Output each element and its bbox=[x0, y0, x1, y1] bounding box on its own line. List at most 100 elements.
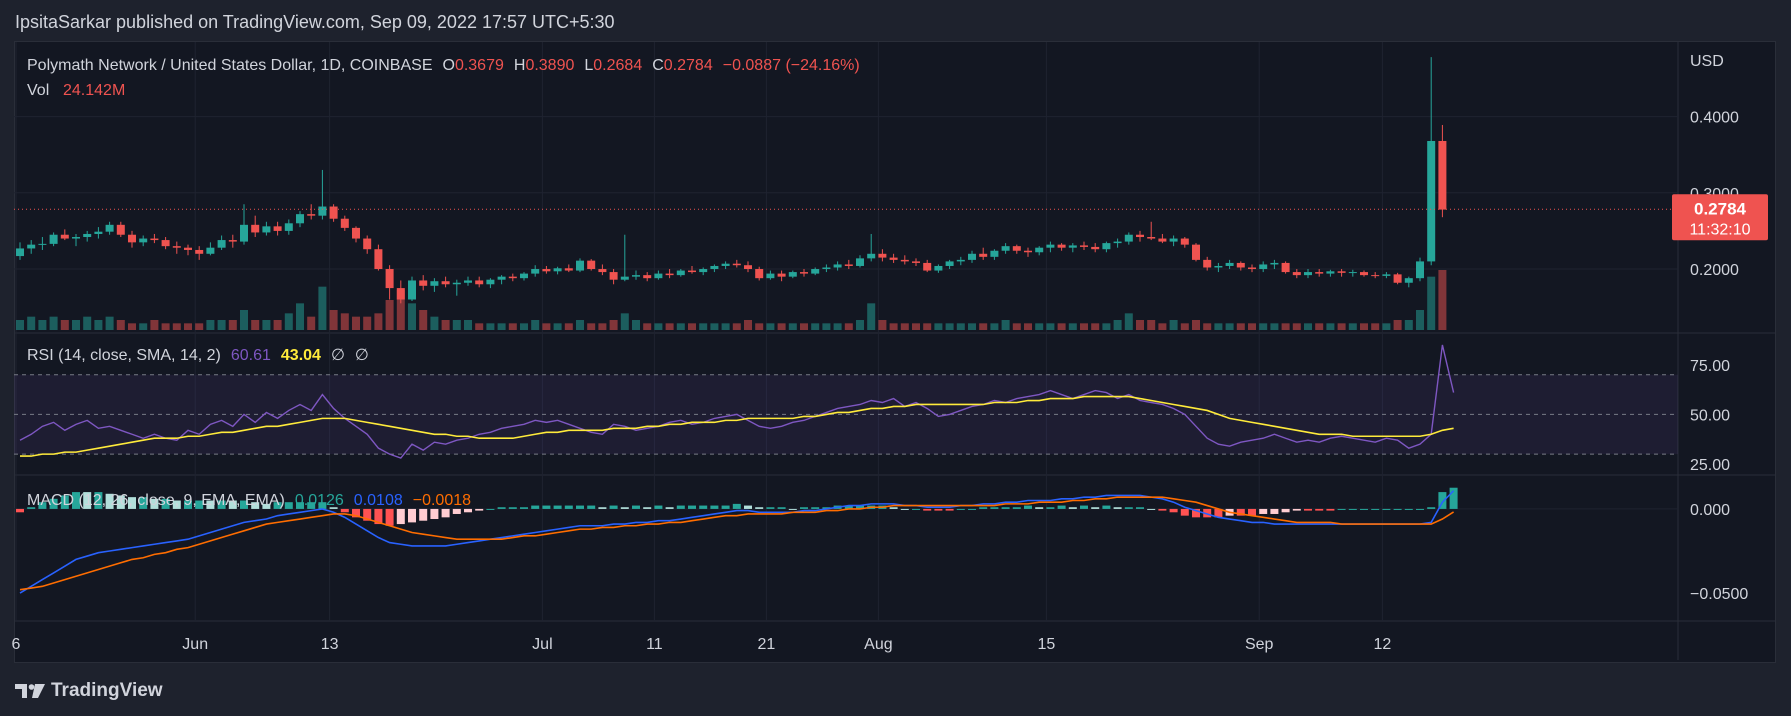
macd-histogram-bar bbox=[732, 503, 741, 509]
volume-bar bbox=[520, 323, 528, 330]
volume-bar bbox=[374, 313, 383, 330]
macd-histogram-bar bbox=[1024, 505, 1032, 509]
volume-bar bbox=[452, 320, 461, 330]
candle-body bbox=[676, 270, 685, 276]
candle-body bbox=[1438, 140, 1447, 210]
candle-body bbox=[732, 263, 741, 266]
ohlc-key: O bbox=[442, 57, 454, 74]
volume-bar bbox=[856, 320, 864, 330]
macd-title: MACD (12, 26, close, 9, EMA, EMA) bbox=[27, 492, 285, 509]
candle-body bbox=[1315, 272, 1324, 274]
volume-bar bbox=[441, 320, 450, 330]
macd-histogram-bar bbox=[676, 505, 685, 509]
macd-histogram-bar bbox=[251, 502, 260, 509]
chart-panel[interactable] bbox=[14, 41, 1776, 663]
macd-histogram-bar bbox=[217, 500, 226, 509]
volume-bar bbox=[184, 323, 192, 330]
candle-body bbox=[1124, 234, 1133, 242]
candle-body bbox=[945, 261, 954, 266]
rsi-value: 60.61 bbox=[231, 347, 271, 364]
macd-histogram-bar bbox=[38, 502, 47, 509]
candle-body bbox=[1304, 272, 1312, 276]
volume-bar bbox=[1080, 323, 1088, 330]
volume-bar bbox=[766, 323, 775, 330]
volume-bar bbox=[396, 290, 405, 330]
macd-histogram-bar bbox=[1259, 508, 1268, 514]
macd-histogram-bar bbox=[1304, 508, 1312, 511]
x-tick-label: Jul bbox=[532, 636, 552, 653]
candle-body bbox=[576, 260, 584, 271]
tradingview-logo[interactable]: TradingView bbox=[15, 680, 163, 702]
candle-body bbox=[329, 206, 338, 219]
volume-bar bbox=[240, 310, 248, 330]
candle-body bbox=[766, 273, 775, 279]
candle-body bbox=[1158, 238, 1167, 242]
macd-histogram-bar bbox=[464, 508, 472, 513]
candle-body bbox=[262, 226, 271, 233]
candle-body bbox=[598, 269, 607, 273]
volume-bar bbox=[1068, 323, 1077, 330]
macd-histogram-bar bbox=[688, 505, 696, 509]
volume-bar bbox=[643, 323, 652, 330]
candle-body bbox=[777, 273, 786, 277]
volume-bar bbox=[352, 316, 360, 330]
macd-histogram-bar bbox=[665, 507, 674, 509]
candle-body bbox=[1169, 238, 1178, 242]
volume-bar bbox=[217, 320, 226, 330]
candle-body bbox=[83, 233, 92, 238]
macd-histogram-bar bbox=[1068, 507, 1077, 509]
candle-body bbox=[699, 269, 708, 273]
macd-histogram-bar bbox=[1438, 492, 1447, 509]
macd-histogram-bar bbox=[184, 500, 192, 509]
candle-body bbox=[16, 248, 24, 257]
macd-histogram-bar bbox=[576, 505, 584, 509]
macd-histogram-bar bbox=[800, 507, 808, 509]
candle-body bbox=[184, 247, 192, 250]
macd-histogram-bar bbox=[1192, 508, 1200, 518]
volume-bar bbox=[307, 316, 316, 330]
volume-bar bbox=[564, 323, 573, 330]
volume-bar bbox=[273, 320, 282, 330]
volume-bar bbox=[105, 316, 114, 330]
candle-body bbox=[1035, 247, 1044, 253]
volume-bar bbox=[609, 320, 618, 330]
candle-body bbox=[408, 280, 416, 300]
candle-body bbox=[1416, 261, 1424, 279]
volume-bar bbox=[777, 323, 786, 330]
volume-bar bbox=[1315, 323, 1324, 330]
macd-value: 0.0108 bbox=[354, 492, 403, 509]
candle-body bbox=[564, 268, 573, 271]
candle-body bbox=[1001, 246, 1010, 251]
volume-bar bbox=[1035, 323, 1044, 330]
volume-value: 24.142M bbox=[63, 82, 125, 99]
volume-bar bbox=[710, 323, 719, 330]
macd-histogram-bar bbox=[329, 507, 338, 509]
volume-bar bbox=[16, 320, 24, 330]
volume-bar bbox=[923, 323, 932, 330]
macd-histogram-bar bbox=[430, 508, 439, 520]
volume-bar bbox=[1203, 323, 1212, 330]
volume-bar bbox=[542, 323, 551, 330]
volume-bar bbox=[800, 323, 808, 330]
volume-bar bbox=[161, 323, 170, 330]
macd-histogram-bar bbox=[654, 505, 663, 509]
candle-body bbox=[1337, 271, 1346, 273]
candle-body bbox=[844, 264, 853, 266]
candle-body bbox=[1136, 234, 1144, 238]
x-tick-label: 13 bbox=[321, 636, 339, 653]
candle-body bbox=[464, 280, 472, 283]
macd-histogram-bar bbox=[27, 507, 36, 509]
volume-bar bbox=[990, 323, 999, 330]
volume-bar bbox=[329, 310, 338, 330]
candle-body bbox=[1147, 237, 1156, 239]
macd-histogram-bar bbox=[1147, 508, 1156, 510]
candle-body bbox=[150, 238, 159, 241]
rsi-value: ∅ bbox=[355, 347, 369, 364]
volume-bar bbox=[1102, 323, 1111, 330]
candle-body bbox=[452, 282, 461, 285]
x-tick-label: 11 bbox=[646, 636, 663, 653]
candle-body bbox=[195, 249, 204, 254]
macd-histogram-bar bbox=[195, 500, 204, 509]
macd-histogram-bar bbox=[620, 507, 629, 509]
